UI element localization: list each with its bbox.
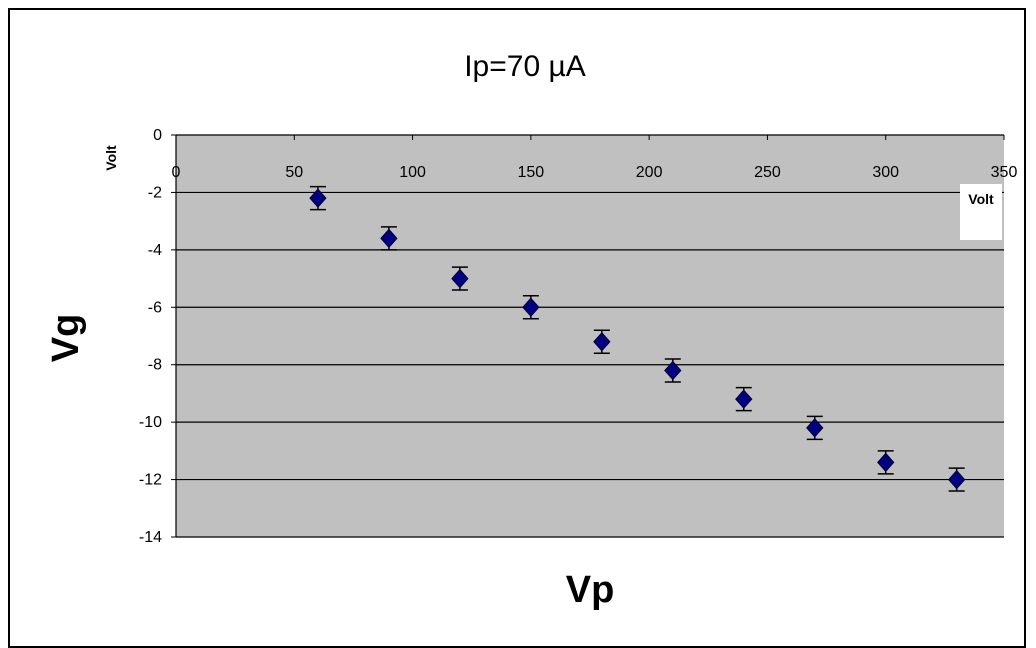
y-tick-label: 0 [153, 127, 162, 144]
y-tick-label: -10 [139, 414, 162, 431]
y-axis-title: Vg [45, 314, 87, 363]
data-point [877, 450, 895, 475]
diamond-marker [877, 452, 895, 473]
diamond-marker [380, 228, 398, 249]
scatter-chart: Ip=70 µA 0 50 100 150 200 250 300 350 0 -2 -4 -6 -8… [45, 50, 1018, 611]
data-point [735, 386, 753, 412]
x-tick-label: 300 [872, 164, 899, 181]
diamond-marker [948, 469, 966, 490]
chart-title: Ip=70 µA [464, 50, 586, 83]
gridlines [176, 191, 1004, 538]
y-tick-label: -14 [139, 529, 162, 546]
axes [171, 134, 1005, 538]
x-tick-labels: 0 50 100 150 200 250 300 350 [172, 164, 1018, 181]
diamond-marker [309, 188, 327, 208]
x-tick-label: 150 [518, 164, 545, 181]
y-tick-label: -2 [148, 184, 162, 201]
x-tick-label: 200 [636, 164, 663, 181]
y-unit-label: Volt [103, 145, 119, 171]
diamond-marker [451, 268, 469, 289]
y-tick-label: -12 [139, 472, 162, 489]
data-point [522, 295, 540, 320]
plot-area [176, 135, 1004, 537]
x-axis-title: Vp [566, 569, 615, 611]
data-point [593, 329, 611, 354]
data-point [451, 266, 469, 291]
data-point [309, 185, 327, 211]
y-tick-label: -4 [148, 242, 162, 259]
x-tick-label: 50 [285, 164, 303, 181]
x-unit-box [960, 184, 1002, 240]
data-point [664, 358, 682, 383]
x-unit-label: Volt [968, 191, 994, 207]
y-tick-label: -8 [148, 357, 162, 374]
diamond-marker [522, 297, 540, 318]
diamond-marker [593, 331, 611, 352]
diamond-marker [806, 418, 824, 438]
data-point [380, 226, 398, 251]
data-point [948, 467, 966, 492]
y-tick-label: -6 [148, 299, 162, 316]
data-point [806, 415, 824, 441]
x-tick-label: 100 [399, 164, 426, 181]
x-tick-label: 250 [754, 164, 781, 181]
x-tick-label: 0 [172, 164, 181, 181]
diamond-marker [735, 389, 753, 409]
data-points [309, 185, 966, 492]
y-tick-labels: 0 -2 -4 -6 -8 -10 -12 -14 [139, 127, 162, 546]
x-tick-label: 350 [991, 164, 1018, 181]
diamond-marker [664, 360, 682, 381]
